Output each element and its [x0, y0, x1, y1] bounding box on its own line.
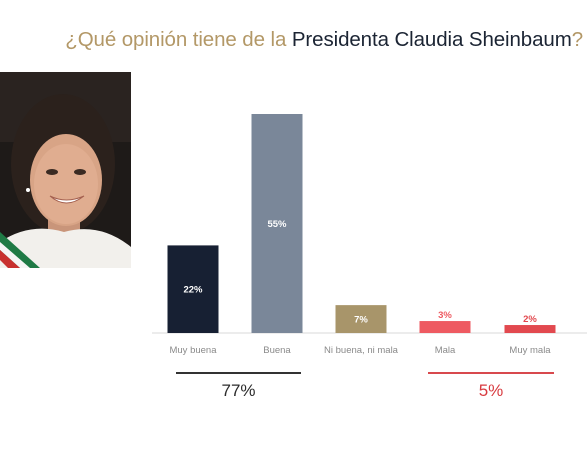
bar-value-label-buena: 55% [267, 219, 287, 230]
category-label-muy-buena: Muy buena [169, 345, 217, 356]
bar-muy-buena [167, 245, 219, 333]
chart-title-suffix: ? [571, 28, 583, 51]
negative-group-total: 5% [478, 381, 504, 400]
bar-ni-buena-ni-mala [335, 305, 387, 333]
category-label-buena: Buena [263, 345, 291, 356]
bar-value-label-mala: 3% [438, 310, 452, 321]
category-label-mala: Mala [435, 345, 456, 356]
positive-group-total: 77% [221, 381, 256, 400]
chart-title-name: Presidenta Claudia Sheinbaum [291, 28, 572, 51]
bar-value-label-muy-mala: 2% [523, 314, 537, 325]
category-label-muy-mala: Muy mala [509, 345, 551, 356]
president-photo [0, 72, 131, 268]
chart-title-prefix: ¿Qué opinión tiene de la [65, 28, 292, 51]
category-label-ni-buena-ni-mala: Ni buena, ni mala [324, 345, 399, 356]
bar-value-label-muy-buena: 22% [183, 285, 203, 296]
chart-title: ¿Qué opinión tiene de la Presidenta Clau… [0, 28, 587, 52]
bar-buena [251, 114, 303, 333]
bars-group: 22% Muy buena 55% Buena 7% Ni buena, ni mala 3… [167, 114, 556, 356]
bar-value-label-ni-buena-ni-mala: 7% [354, 315, 368, 326]
positive-group-line [176, 372, 301, 374]
negative-group-line [428, 372, 554, 374]
bar-muy-mala [504, 325, 556, 333]
bar-mala [419, 321, 471, 333]
